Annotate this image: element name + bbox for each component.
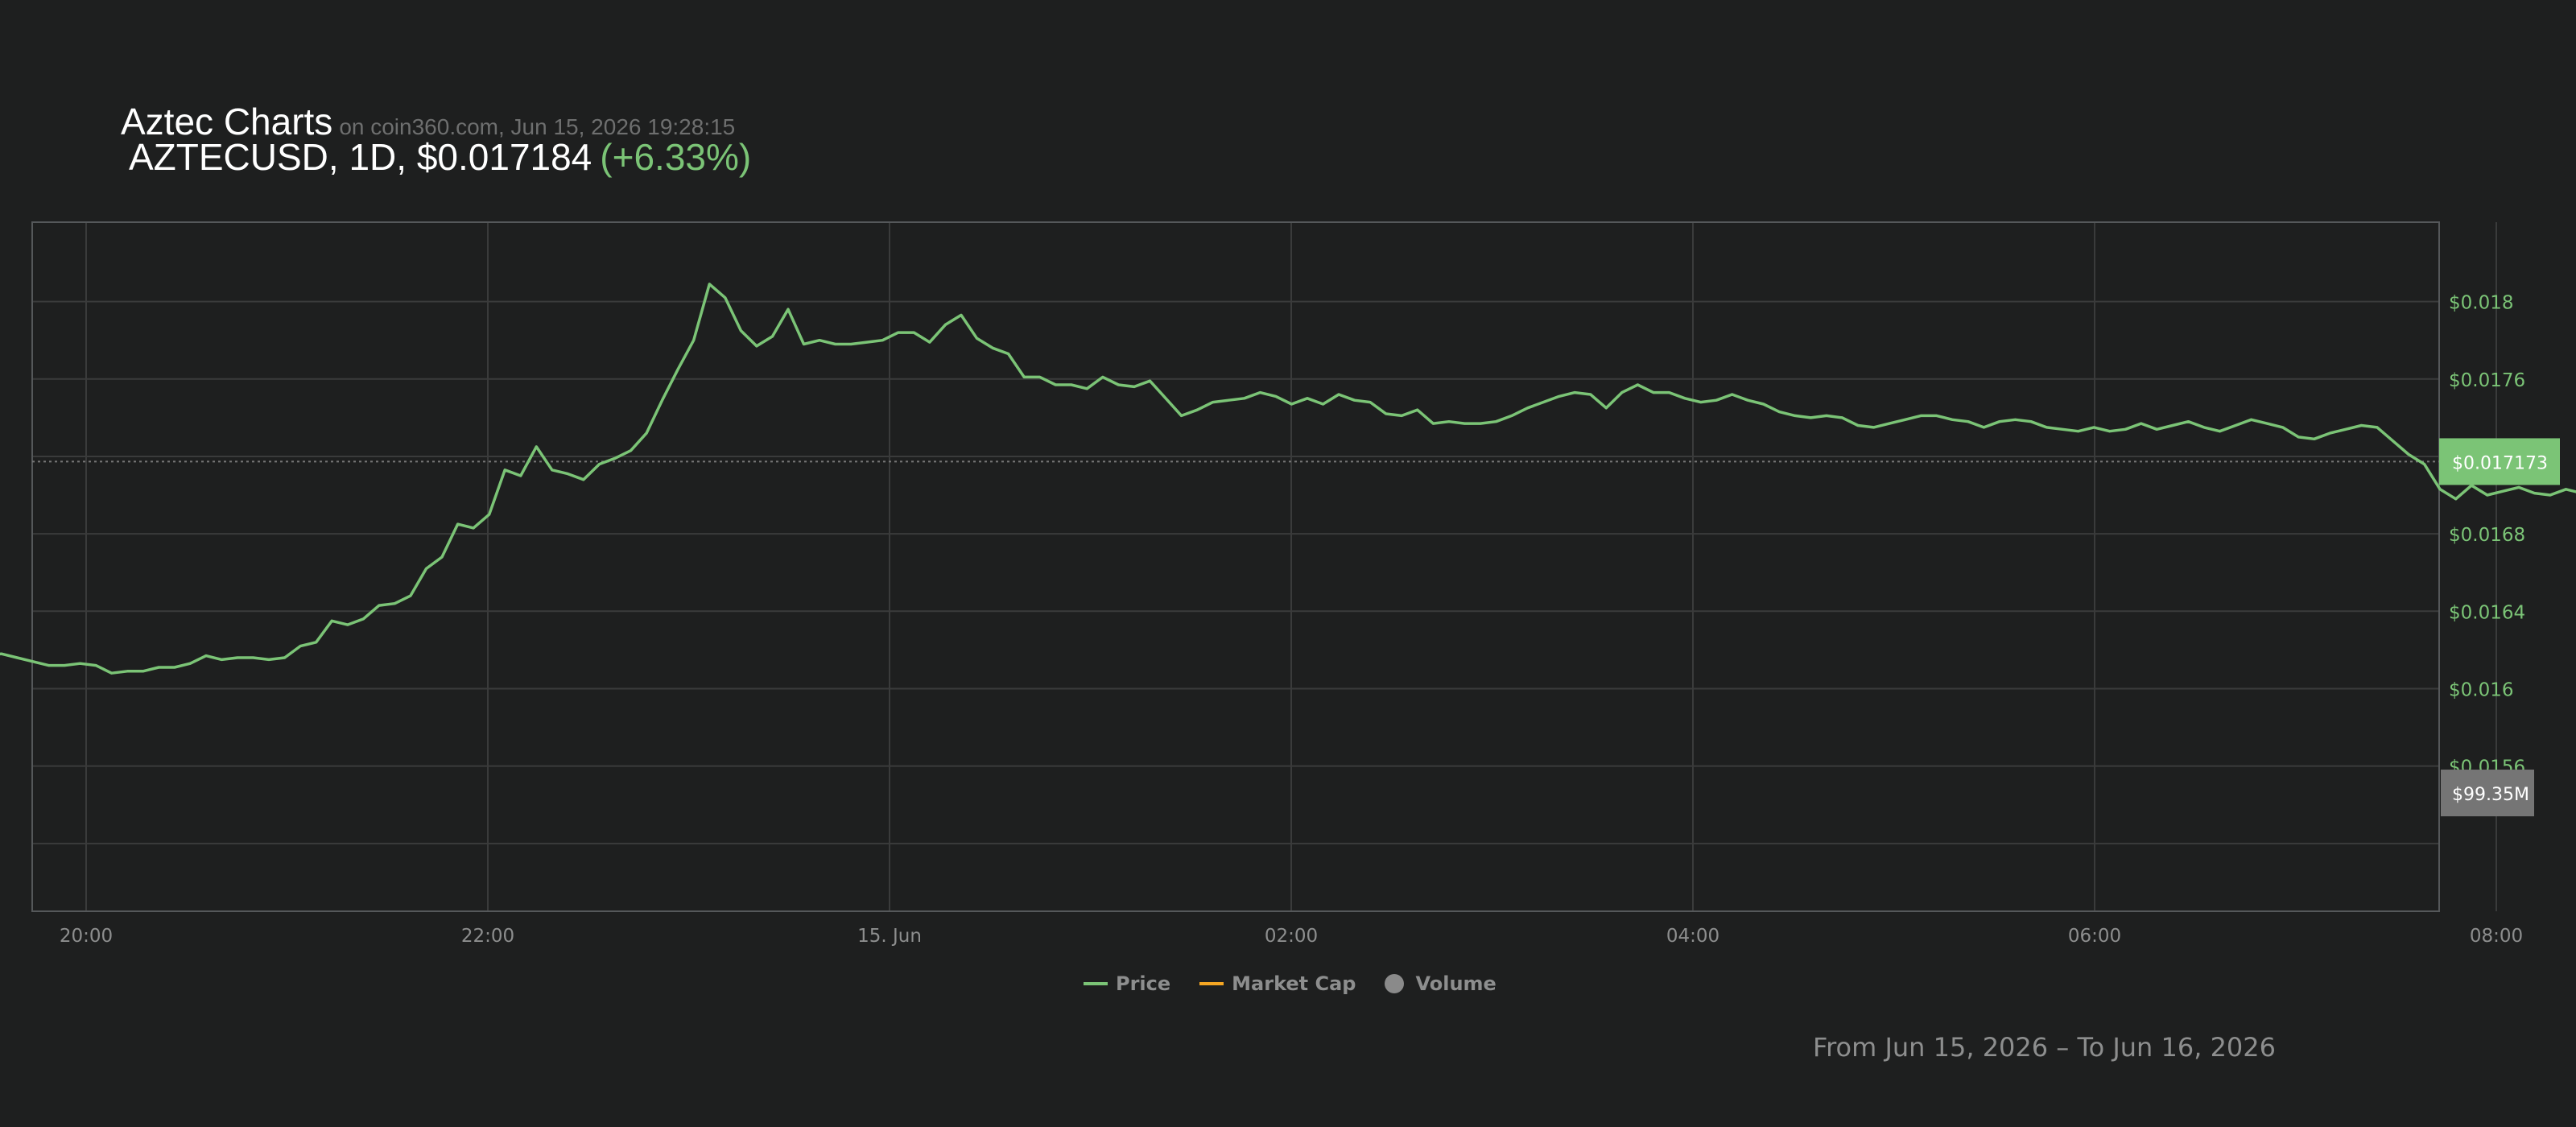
symbol-price: AZTECUSD, 1D, $0.017184: [129, 136, 592, 178]
chart-title: Aztec Charts: [121, 101, 333, 142]
x-tick-label: 06:00: [2068, 926, 2121, 947]
market-cap-legend-line-icon: [1199, 982, 1224, 985]
title-line: Aztec Charts on coin360.com, Jun 15, 2026…: [121, 103, 751, 140]
legend-label-volume: Volume: [1415, 972, 1496, 995]
x-tick-label: 08:00: [2470, 926, 2523, 947]
volume-tag-text: $99.35M: [2452, 785, 2529, 805]
plot-area-border: [31, 221, 2440, 912]
legend-item-volume[interactable]: Volume: [1385, 972, 1496, 995]
current-price-tag-bg: [2439, 438, 2560, 485]
symbol-line: AZTECUSD, 1D, $0.017184 (+6.33%): [129, 138, 751, 175]
y-tick-label: $0.0164: [2449, 602, 2525, 623]
legend-item-market-cap[interactable]: Market Cap: [1199, 972, 1356, 995]
current-price-tag-text: $0.017173: [2452, 453, 2548, 473]
source-timestamp: on coin360.com, Jun 15, 2026 19:28:15: [339, 114, 736, 139]
date-range: From Jun 15, 2026 – To Jun 16, 2026: [1813, 1032, 2276, 1063]
price-change-percent: (+6.33%): [600, 136, 752, 178]
x-tick-label: 22:00: [461, 926, 514, 947]
y-tick-label: $0.0168: [2449, 525, 2525, 546]
y-tick-label: $0.0176: [2449, 370, 2525, 391]
y-tick-label: $0.016: [2449, 679, 2513, 700]
price-legend-line-icon: [1084, 982, 1108, 985]
legend-item-price[interactable]: Price: [1084, 972, 1170, 995]
legend-label-price: Price: [1116, 972, 1171, 995]
y-tick-label: $0.018: [2449, 293, 2513, 314]
y-axis-labels: $0.018$0.0176$0.0172$0.0168$0.0164$0.016…: [2449, 293, 2525, 778]
price-series-line[interactable]: [0, 283, 2576, 675]
chart-header: Aztec Charts on coin360.com, Jun 15, 2026…: [121, 103, 751, 175]
current-price-tag: $0.017173: [2439, 438, 2560, 485]
vertical-gridlines: [85, 222, 2497, 911]
x-tick-label: 15. Jun: [857, 926, 922, 947]
volume-legend-dot-icon: [1385, 974, 1405, 993]
chart-legend: Price Market Cap Volume: [1084, 972, 1525, 995]
legend-label-market-cap: Market Cap: [1232, 972, 1356, 995]
x-tick-label: 20:00: [60, 926, 113, 947]
x-tick-label: 02:00: [1265, 926, 1318, 947]
horizontal-gridlines: [32, 300, 2439, 844]
volume-tag-bg: [2441, 770, 2534, 817]
volume-tag: $99.35M: [2441, 770, 2534, 817]
x-tick-label: 04:00: [1666, 926, 1719, 947]
